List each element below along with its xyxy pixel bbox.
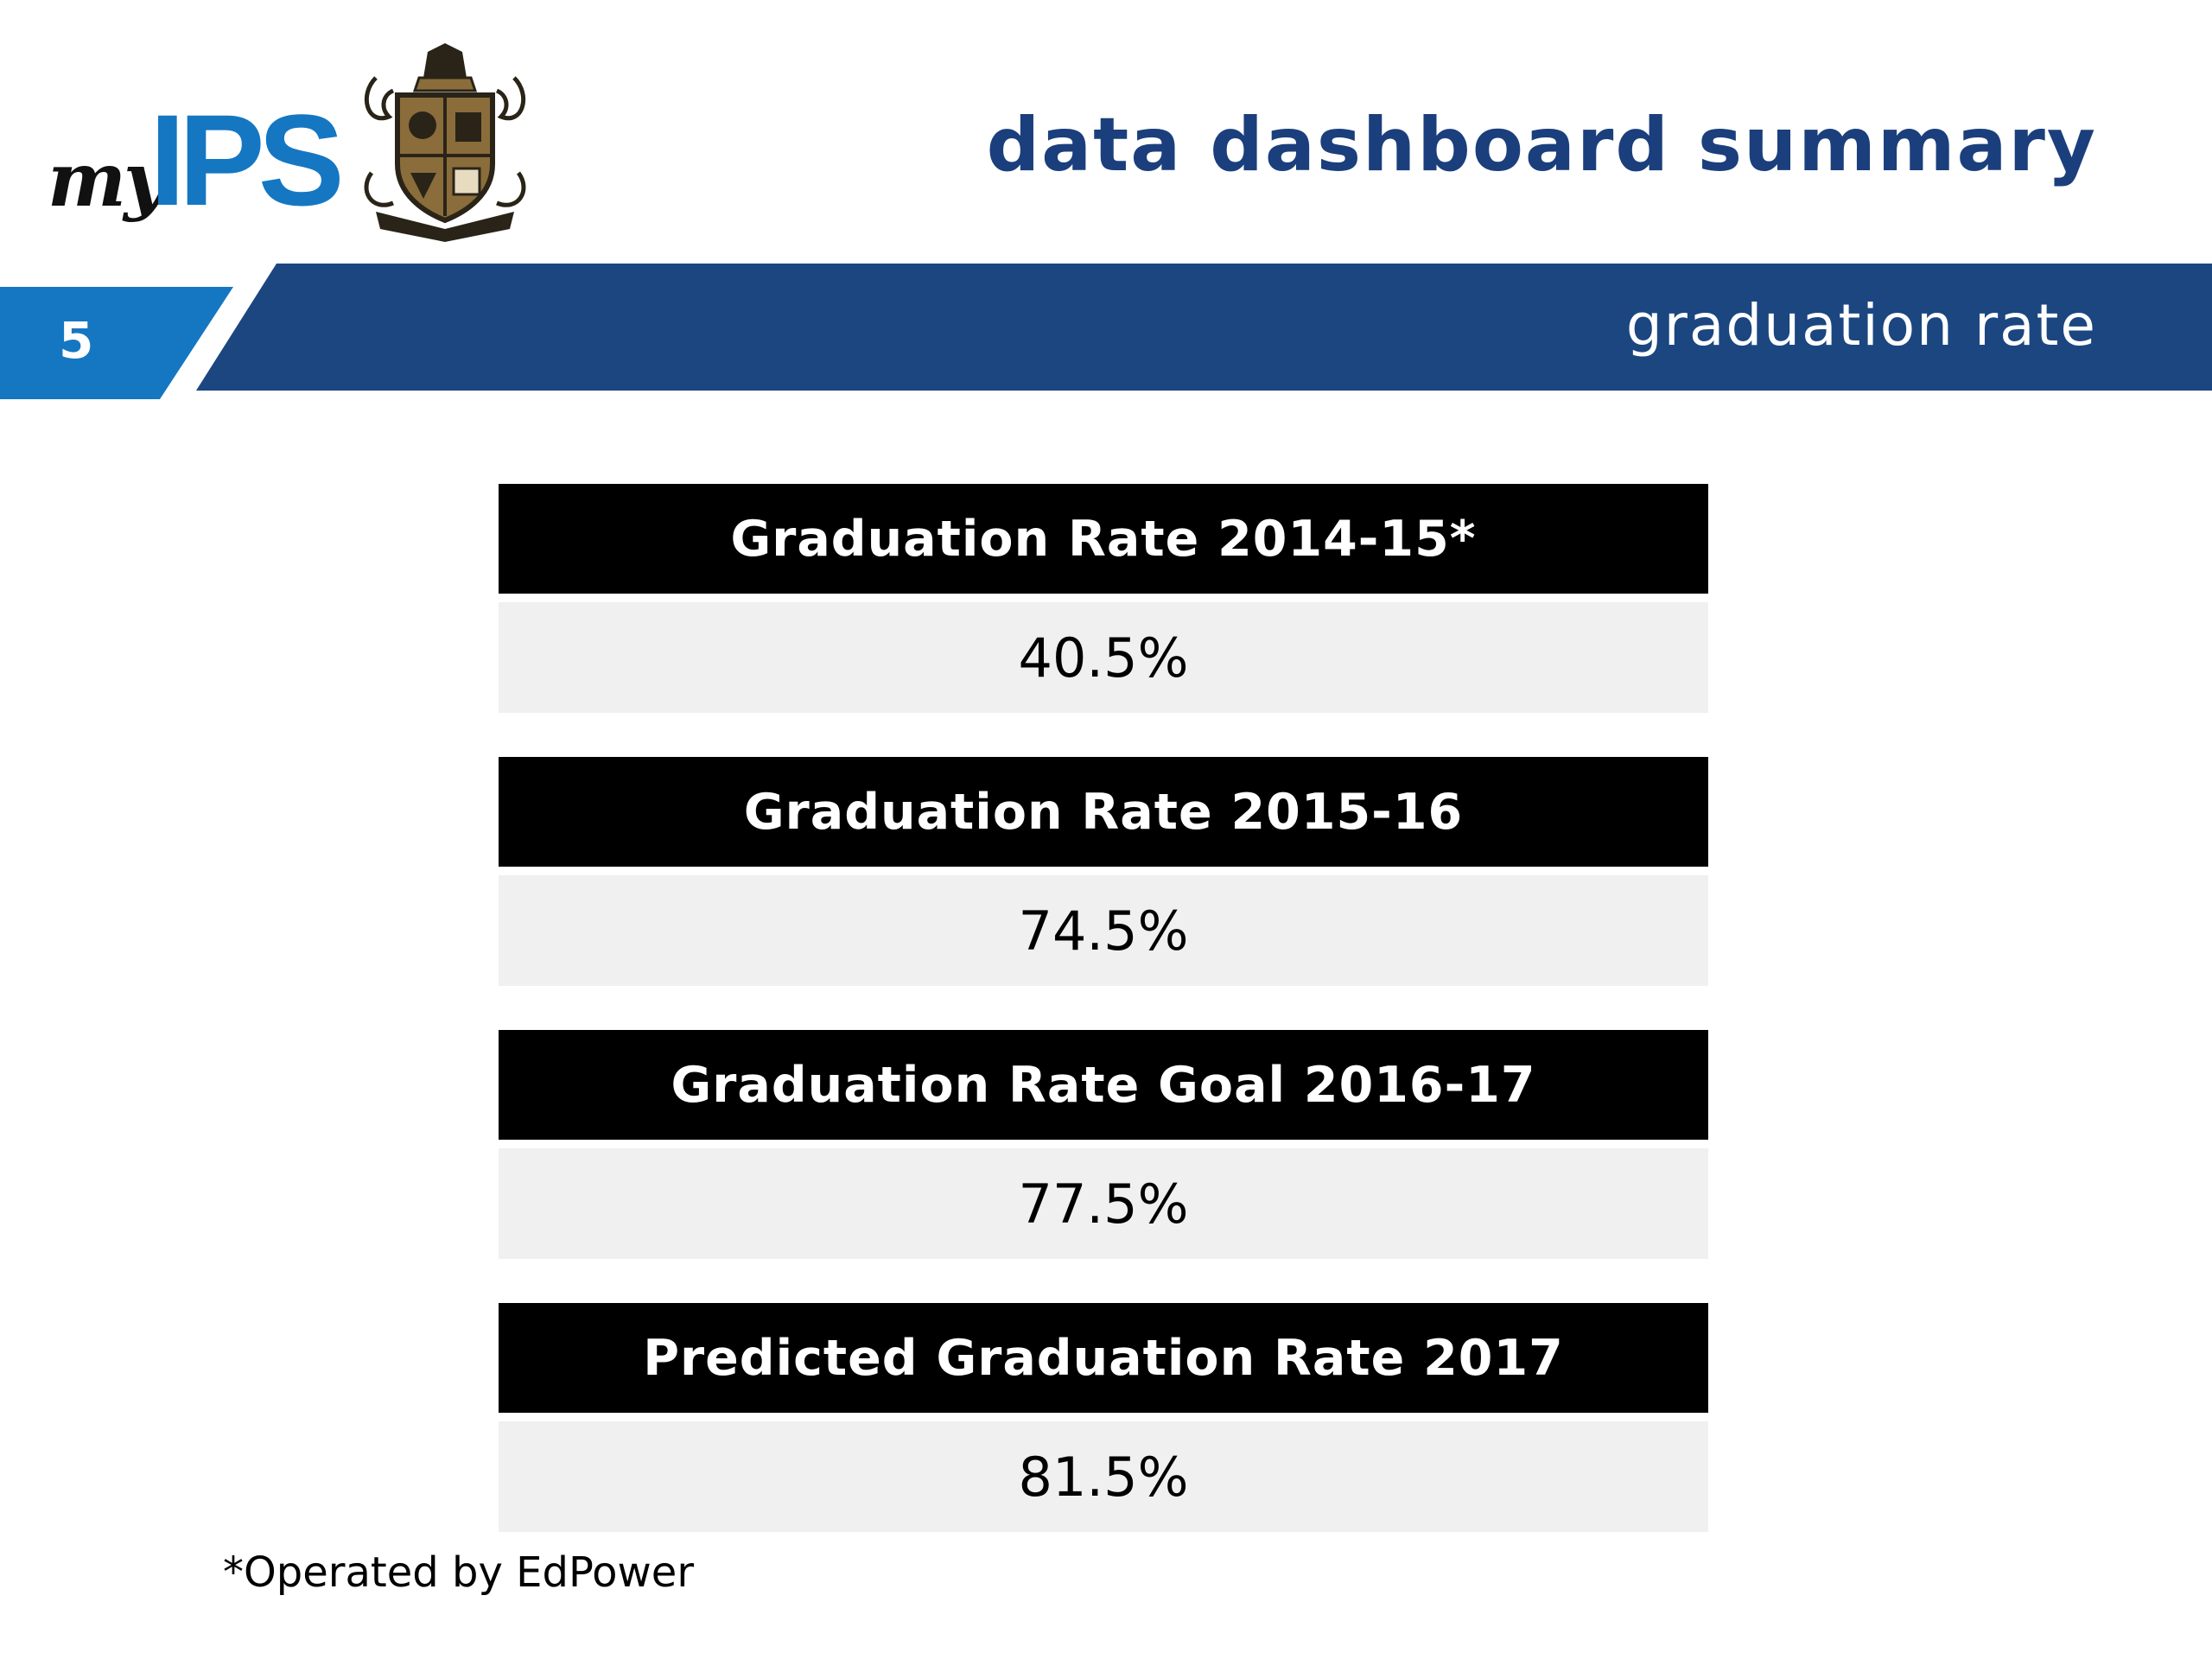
myips-logo: my IPS bbox=[48, 95, 345, 233]
header-banner bbox=[0, 264, 2212, 399]
logo-my-text: my bbox=[48, 137, 167, 224]
metric-value: 40.5% bbox=[499, 602, 1708, 713]
metrics-list: Graduation Rate 2014-15* 40.5% Graduatio… bbox=[499, 484, 1708, 1576]
metric-label: Predicted Graduation Rate 2017 bbox=[499, 1303, 1708, 1413]
metric-label: Graduation Rate 2015-16 bbox=[499, 757, 1708, 867]
school-crest-icon bbox=[364, 43, 526, 242]
metric-label: Graduation Rate 2014-15* bbox=[499, 484, 1708, 594]
metric-card: Predicted Graduation Rate 2017 81.5% bbox=[499, 1303, 1708, 1532]
metric-value: 77.5% bbox=[499, 1148, 1708, 1259]
metric-card: Graduation Rate 2015-16 74.5% bbox=[499, 757, 1708, 986]
metric-value: 74.5% bbox=[499, 875, 1708, 986]
metric-value: 81.5% bbox=[499, 1421, 1708, 1532]
page-title: data dashboard summary bbox=[986, 102, 2097, 188]
metric-card: Graduation Rate Goal 2016-17 77.5% bbox=[499, 1030, 1708, 1259]
footnote: *Operated by EdPower bbox=[223, 1548, 695, 1597]
logo-ips-text: IPS bbox=[149, 87, 345, 232]
metric-card: Graduation Rate 2014-15* 40.5% bbox=[499, 484, 1708, 713]
slide-number: 5 bbox=[59, 311, 94, 370]
section-title: graduation rate bbox=[1625, 292, 2097, 359]
metric-label: Graduation Rate Goal 2016-17 bbox=[499, 1030, 1708, 1140]
